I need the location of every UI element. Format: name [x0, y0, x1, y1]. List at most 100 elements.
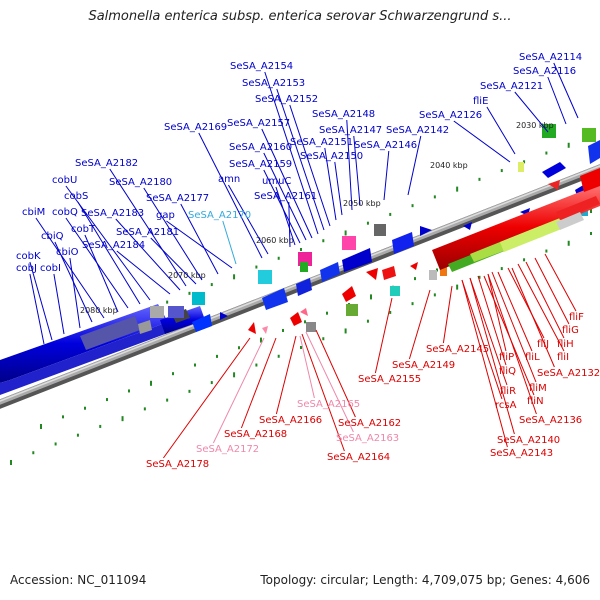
- tick-mark: [366, 221, 369, 225]
- forward-leader-line: [334, 161, 343, 216]
- tick-mark: [106, 398, 108, 402]
- reverse-leader-line: [275, 335, 297, 415]
- tick-mark: [277, 354, 280, 358]
- tick-mark: [166, 398, 169, 402]
- forward-leader-line: [69, 257, 81, 329]
- forward-leader-line: [261, 128, 313, 239]
- tick-mark: [188, 389, 191, 393]
- tick-mark: [304, 320, 306, 324]
- forward-leader-line: [288, 201, 291, 248]
- tick-mark: [322, 239, 325, 243]
- reverse-leader-line: [534, 257, 570, 325]
- reverse-gene-label: SeSA_A2162: [338, 418, 401, 429]
- forward-gene-label: SeSA_A2170: [188, 210, 251, 221]
- map-title: Salmonella enterica subsp. enterica sero…: [88, 9, 512, 24]
- forward-leader-line: [84, 234, 119, 313]
- forward-leader-line: [180, 203, 219, 275]
- tick-mark: [40, 424, 42, 429]
- tick-mark: [194, 363, 196, 367]
- tick-mark: [54, 442, 57, 446]
- forward-leader-line: [228, 184, 269, 255]
- tick-mark: [478, 177, 481, 181]
- forward-leader-line: [222, 220, 237, 265]
- reverse-gene-label: fliP: [499, 352, 514, 363]
- tick-mark: [344, 230, 347, 236]
- tick-mark: [436, 268, 438, 272]
- forward-gene-label: SeSA_A2153: [242, 78, 305, 89]
- forward-gene-label: cbiO: [56, 247, 79, 258]
- reverse-gene-label: rcsA: [495, 400, 517, 411]
- tick-mark: [277, 256, 280, 260]
- tick-mark: [62, 415, 64, 419]
- forward-leader-line: [53, 273, 65, 335]
- forward-gene-label: SeSA_A2182: [75, 158, 138, 169]
- reverse-gene-label: SeSA_A2164: [327, 452, 390, 463]
- forward-gene-label: SeSA_A2121: [480, 81, 543, 92]
- tick-mark: [389, 310, 392, 314]
- forward-leader-line: [514, 91, 549, 133]
- tick-mark: [523, 258, 526, 262]
- reverse-leader-line: [305, 331, 354, 433]
- tick-mark: [433, 195, 436, 199]
- tick-mark: [32, 451, 35, 455]
- reverse-leader-line: [487, 273, 537, 415]
- forward-leader-line: [150, 237, 197, 285]
- forward-gene-label: SeSA_A2150: [300, 151, 363, 162]
- reverse-gene-labels: fliF fliG fliH fliI fliJ fliL fliP fliQ fliR fliM…: [146, 312, 600, 470]
- tick-mark: [188, 291, 191, 295]
- tick-mark: [433, 293, 436, 297]
- forward-gene-label: gap: [156, 210, 175, 221]
- forward-leader-line: [407, 135, 422, 196]
- reverse-leader-line: [525, 261, 565, 339]
- reverse-gene-label: fliJ: [537, 339, 549, 350]
- reverse-leader-line: [408, 289, 431, 360]
- kbp-label: 2050 kbp: [343, 199, 381, 208]
- forward-gene-label: fliE: [473, 96, 488, 107]
- forward-leader-line: [143, 187, 203, 281]
- forward-gene-label: SeSA_A2116: [513, 66, 576, 77]
- forward-leader-line: [263, 152, 307, 241]
- tick-mark: [326, 311, 328, 315]
- forward-leader-line: [383, 150, 390, 201]
- reverse-gene-label: fliL: [525, 352, 540, 363]
- forward-leader-line: [116, 250, 171, 295]
- forward-gene-label: cobQ: [52, 207, 78, 218]
- tick-mark: [411, 302, 414, 306]
- reverse-leader-line: [469, 277, 515, 435]
- forward-gene-label: SeSA_A2184: [82, 240, 145, 251]
- reverse-gene-label: fliG: [562, 325, 579, 336]
- forward-gene-label: cobK: [16, 251, 41, 262]
- tick-mark: [216, 354, 218, 358]
- reverse-leader-line: [374, 297, 393, 374]
- forward-leader-line: [275, 186, 296, 246]
- kbp-label: 2060 kbp: [256, 236, 294, 245]
- reverse-leader-line: [511, 267, 555, 368]
- forward-leader-line: [77, 201, 141, 305]
- reverse-gene-label: SeSA_A2168: [224, 429, 287, 440]
- forward-gene-label: cobT: [71, 224, 96, 235]
- reverse-strand-genes: [248, 168, 600, 334]
- forward-gene-label: cbiQ: [41, 231, 64, 242]
- forward-leader-line: [547, 76, 567, 125]
- reverse-leader-line: [491, 271, 537, 383]
- reverse-leader-line: [162, 337, 251, 459]
- reverse-gene-label: SeSA_A2178: [146, 459, 209, 470]
- forward-gene-label: SeSA_A2151: [290, 137, 353, 148]
- tick-mark: [84, 406, 86, 410]
- forward-leader-line: [346, 119, 353, 211]
- reverse-gene-label: SeSA_A2165: [297, 399, 360, 410]
- forward-leader-line: [353, 135, 361, 206]
- genome-stats-text: Topology: circular; Length: 4,709,075 bp…: [260, 573, 590, 587]
- reverse-gene-label: SeSA_A2140: [497, 435, 560, 446]
- tick-mark: [282, 328, 284, 332]
- reverse-leader-line: [240, 337, 277, 429]
- reverse-leader-line: [544, 253, 577, 312]
- label-leader-lines: [29, 62, 579, 459]
- tick-mark: [456, 186, 459, 192]
- reverse-leader-line: [301, 333, 345, 452]
- tick-mark: [567, 142, 570, 148]
- forward-leader-line: [166, 220, 233, 269]
- reverse-gene-label: SeSA_A2132: [537, 368, 600, 379]
- forward-leader-line: [453, 120, 511, 163]
